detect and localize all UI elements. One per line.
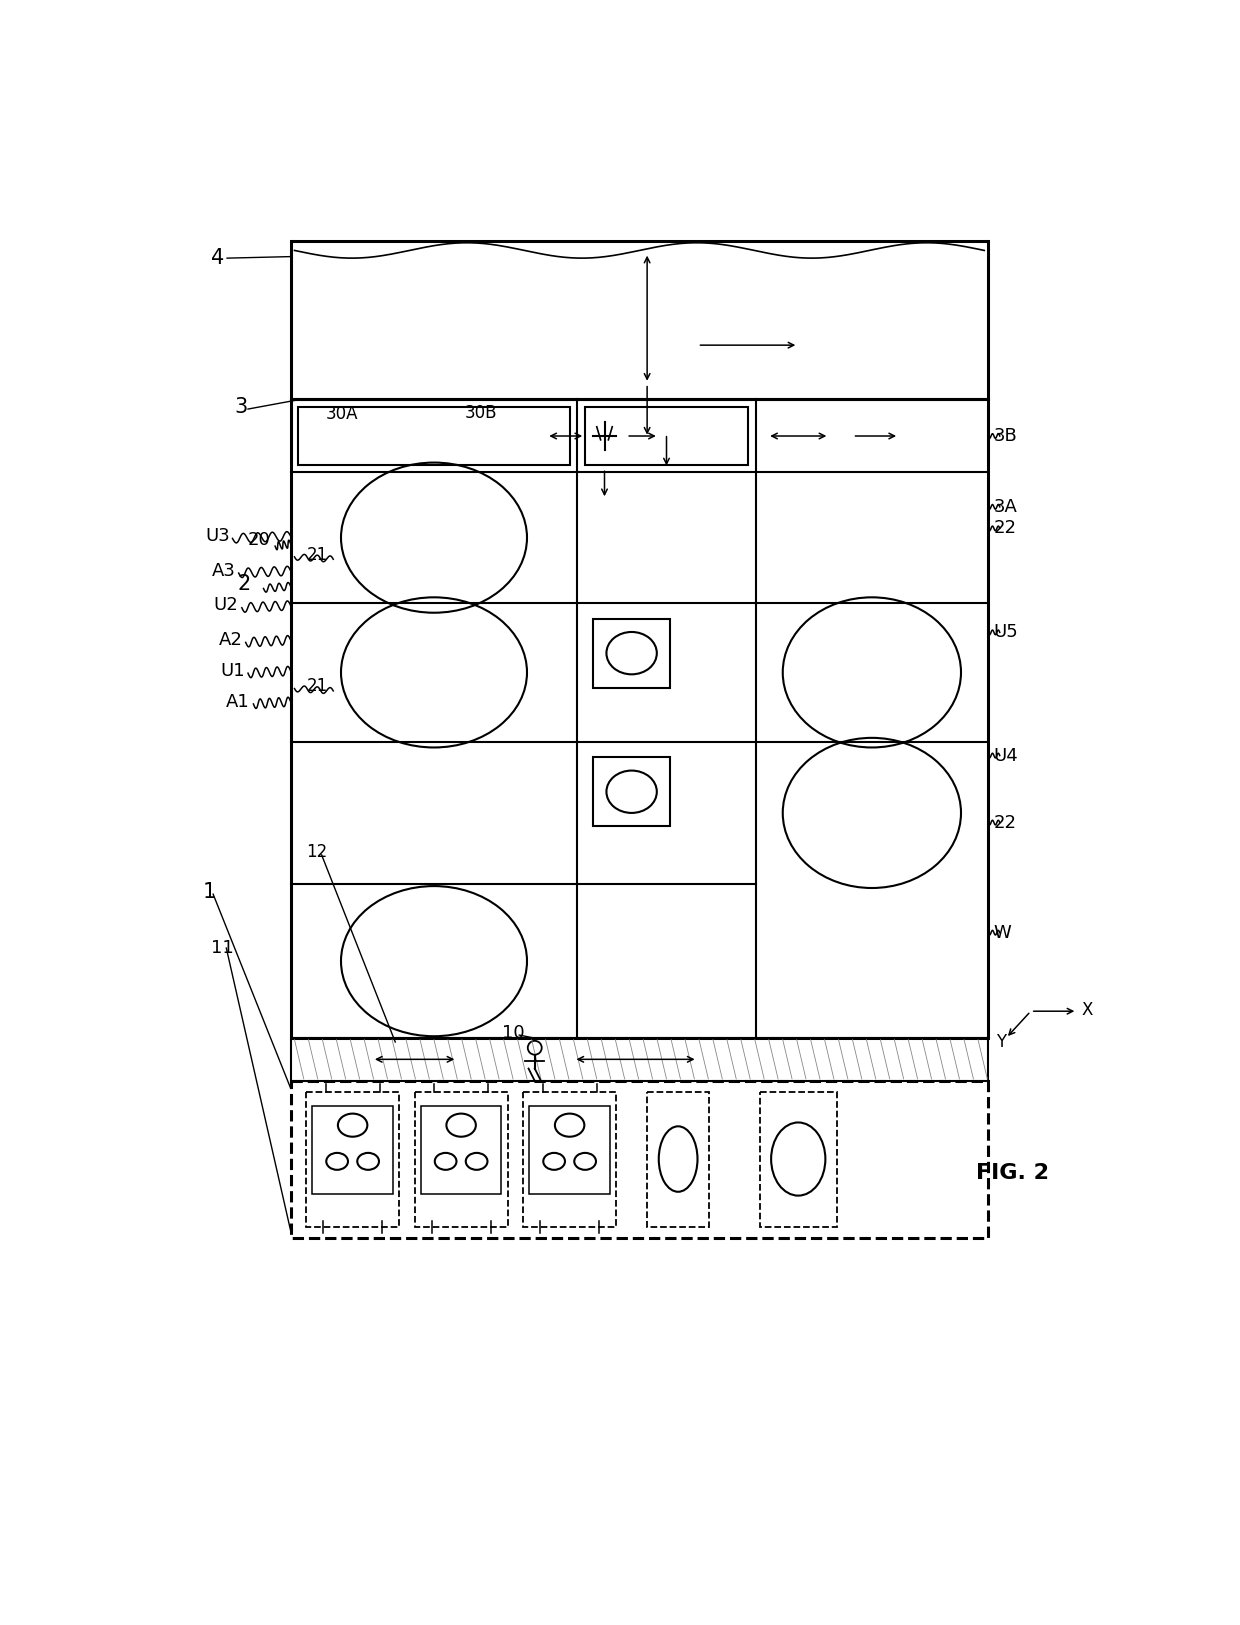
- Text: 22: 22: [993, 520, 1017, 538]
- Text: U3: U3: [206, 526, 231, 544]
- Bar: [290, 1081, 988, 1238]
- Bar: [523, 1092, 616, 1227]
- Text: 30A: 30A: [325, 406, 358, 424]
- Text: A1: A1: [226, 692, 250, 710]
- Bar: [593, 619, 671, 687]
- Text: U1: U1: [221, 661, 246, 679]
- Text: U5: U5: [993, 624, 1018, 642]
- Text: Y: Y: [996, 1034, 1006, 1051]
- Text: 22: 22: [993, 814, 1017, 832]
- Text: A2: A2: [218, 630, 243, 648]
- Text: 11: 11: [211, 939, 233, 957]
- Text: 21: 21: [306, 546, 329, 564]
- Text: 3A: 3A: [993, 497, 1018, 515]
- Text: FIG. 2: FIG. 2: [977, 1164, 1049, 1183]
- Bar: [420, 1107, 501, 1194]
- Text: A3: A3: [212, 562, 236, 580]
- Bar: [312, 1107, 393, 1194]
- Text: 1: 1: [203, 882, 216, 902]
- Text: 10: 10: [502, 1024, 525, 1042]
- Text: 3: 3: [234, 396, 247, 416]
- Text: 21: 21: [306, 678, 329, 696]
- Text: U4: U4: [993, 746, 1018, 764]
- Text: 20: 20: [248, 531, 270, 549]
- Bar: [290, 240, 988, 400]
- Bar: [759, 1092, 837, 1227]
- Text: 4: 4: [211, 249, 224, 268]
- Bar: [290, 400, 988, 1038]
- Text: U2: U2: [213, 596, 238, 614]
- Bar: [299, 406, 569, 465]
- Text: X: X: [1081, 1001, 1092, 1019]
- Bar: [529, 1107, 610, 1194]
- Bar: [290, 1038, 988, 1081]
- Text: W: W: [993, 923, 1012, 941]
- Bar: [593, 757, 671, 827]
- Text: 3B: 3B: [993, 427, 1017, 445]
- Bar: [306, 1092, 399, 1227]
- Text: 12: 12: [306, 843, 327, 861]
- Bar: [414, 1092, 507, 1227]
- Bar: [585, 406, 748, 465]
- Text: 2: 2: [238, 574, 252, 593]
- Text: 30B: 30B: [465, 405, 497, 422]
- Bar: [647, 1092, 709, 1227]
